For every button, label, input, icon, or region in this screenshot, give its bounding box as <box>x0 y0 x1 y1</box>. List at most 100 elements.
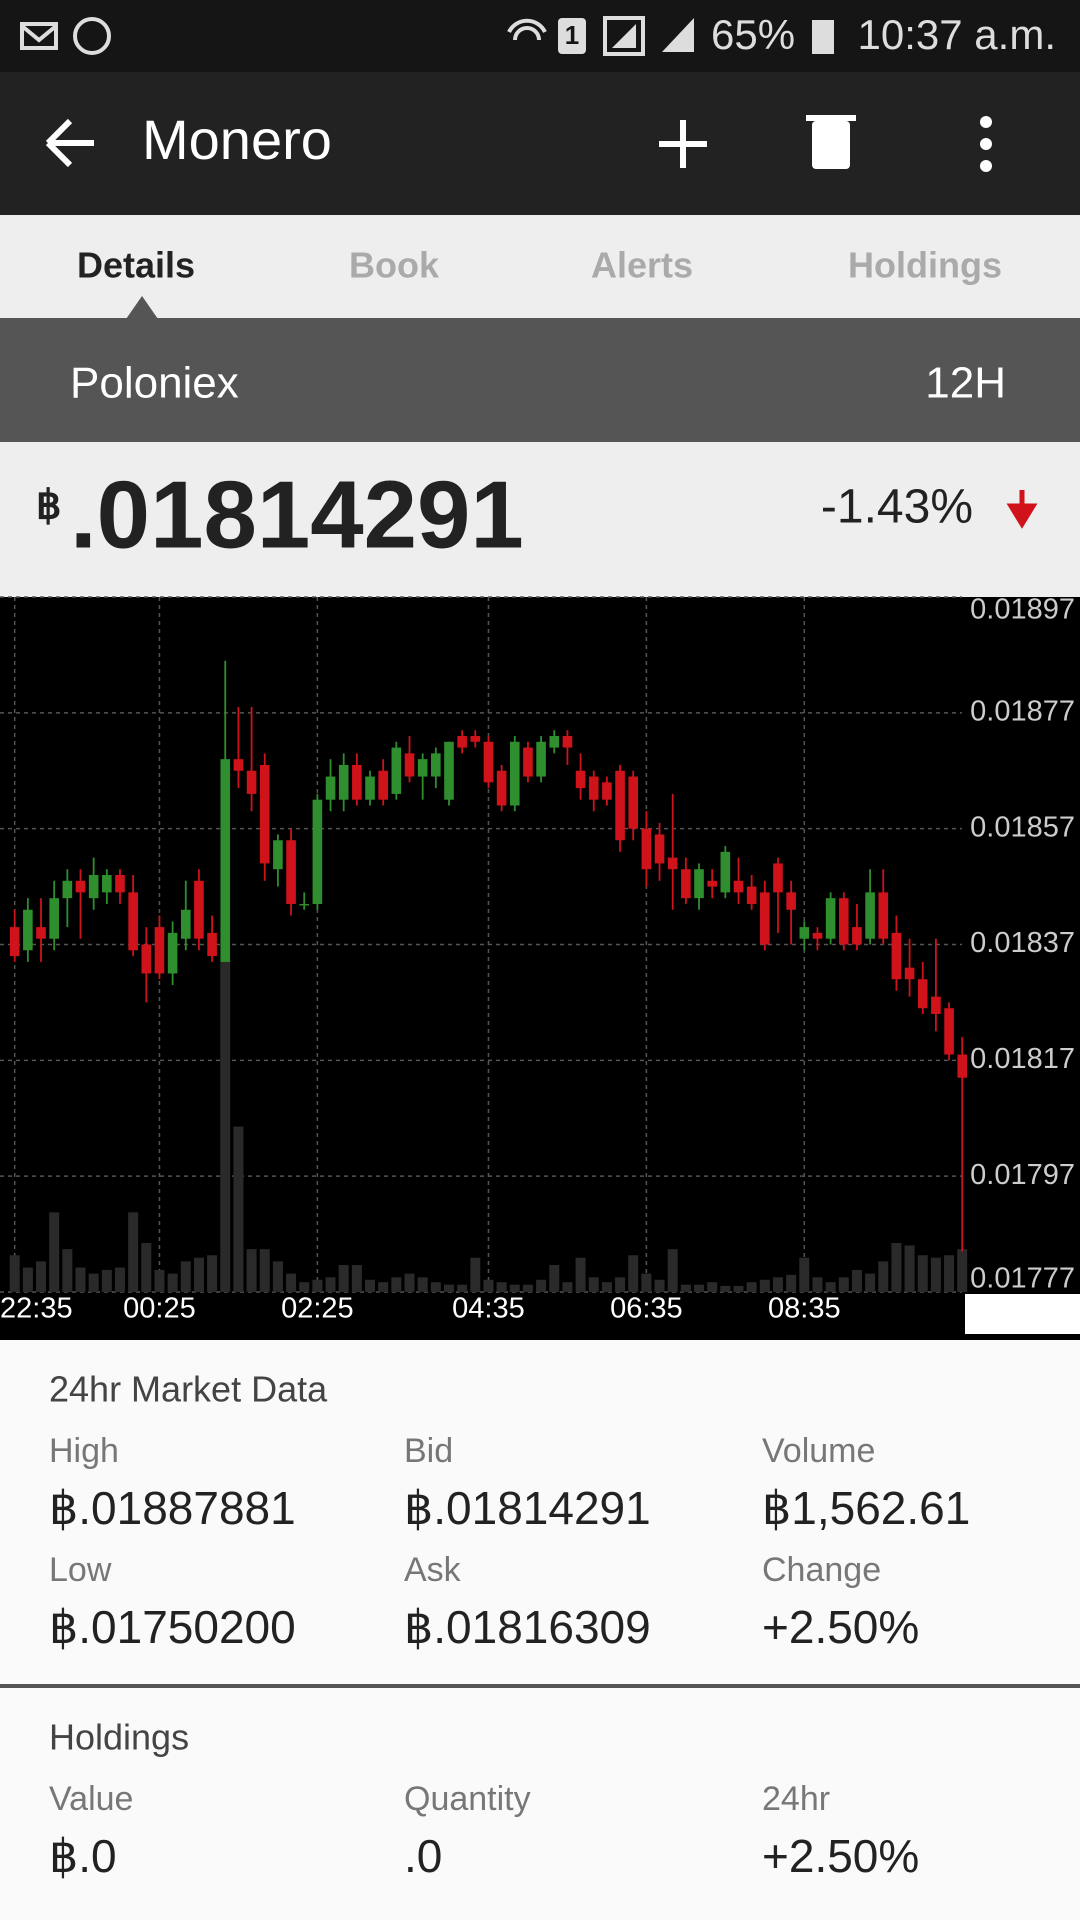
add-button[interactable] <box>659 120 707 168</box>
candle-body <box>904 967 915 980</box>
candle-body <box>49 898 59 939</box>
field-value: ฿.0 <box>49 1830 117 1882</box>
volume-bar <box>772 1277 783 1292</box>
exchange-name[interactable]: Poloniex <box>70 359 239 408</box>
mail-icon-flap <box>20 24 58 43</box>
volume-bar <box>759 1279 770 1292</box>
tab[interactable]: Book <box>349 245 440 286</box>
candle-body <box>286 840 296 904</box>
market-title: 24hr Market Data <box>49 1369 328 1410</box>
volume-bar <box>615 1277 626 1292</box>
holdings-title: Holdings <box>49 1717 189 1758</box>
candle-body <box>562 736 573 748</box>
volume-bar <box>575 1257 586 1292</box>
y-tick-label: 0.01857 <box>970 811 1075 843</box>
candle-body <box>575 770 586 789</box>
back-button[interactable] <box>45 118 94 168</box>
volume-bar <box>88 1273 99 1292</box>
volume-bar <box>944 1255 955 1292</box>
candle-body <box>273 840 283 870</box>
candle-body <box>404 753 415 777</box>
volume-bar <box>220 961 231 1292</box>
volume-bar <box>36 1261 47 1292</box>
field-value: +2.50% <box>762 1601 919 1653</box>
candle-body <box>23 909 33 951</box>
fields: High ฿.01887881 Bid ฿.01814291 Volume ฿1,562.… <box>49 1432 970 1882</box>
candle-body <box>299 903 310 906</box>
delete-button[interactable] <box>806 115 856 169</box>
field-label: Ask <box>404 1551 462 1589</box>
volume-bar <box>799 1257 810 1292</box>
candle-body <box>707 880 717 887</box>
volume-bar <box>733 1285 744 1292</box>
volume-bar <box>509 1284 520 1292</box>
candle-body <box>602 782 612 800</box>
candle-body <box>720 851 731 893</box>
y-tick-label: 0.01877 <box>970 695 1075 727</box>
volume-bar <box>101 1269 112 1292</box>
signal-bars <box>612 24 636 48</box>
tab-active[interactable]: Details <box>77 245 195 286</box>
volume-bar <box>562 1282 573 1292</box>
candle-body <box>233 759 244 771</box>
candle-body <box>88 875 99 899</box>
volume-bar <box>522 1284 533 1292</box>
tab[interactable]: Alerts <box>591 245 693 286</box>
volume-bar <box>233 1126 244 1292</box>
field-label: Value <box>49 1780 133 1818</box>
candle-body <box>931 996 941 1014</box>
volume-bar <box>286 1273 297 1292</box>
field-label: Bid <box>404 1432 453 1470</box>
volume-bar <box>707 1282 718 1292</box>
signal-icon <box>603 16 645 56</box>
sim-number: 1 <box>565 20 579 50</box>
candle-body <box>615 770 625 841</box>
price-bar <box>0 442 1080 597</box>
volume-bar <box>207 1255 218 1292</box>
volume-bar <box>891 1242 902 1292</box>
field-value: ฿.01814291 <box>404 1482 651 1534</box>
candle-body <box>641 828 652 870</box>
field-label: Quantity <box>404 1780 531 1818</box>
volume-bar <box>957 1249 968 1292</box>
candle-body <box>194 880 204 939</box>
volume-bar <box>746 1282 757 1292</box>
volume-bar <box>351 1265 362 1292</box>
volume-bar <box>470 1257 481 1292</box>
candle-body <box>115 875 125 893</box>
candle-body <box>786 892 796 910</box>
volume-bar <box>536 1279 547 1292</box>
volume-bar <box>9 1255 20 1292</box>
volume-bar <box>299 1282 310 1292</box>
candle-body <box>457 736 467 748</box>
candle-body <box>102 875 112 893</box>
volume-bar <box>851 1269 862 1292</box>
y-tick-label: 0.01777 <box>970 1263 1075 1295</box>
volume-bar <box>141 1242 152 1292</box>
candle-body <box>825 898 836 939</box>
volume-bar <box>49 1212 60 1292</box>
price-change: -1.43% <box>821 481 973 534</box>
volume-bar <box>720 1285 731 1292</box>
candle-body <box>470 736 481 742</box>
candle-body <box>75 880 86 893</box>
candle-body <box>378 770 388 800</box>
volume-bar <box>272 1261 283 1292</box>
x-tick-label: 00:25 <box>123 1293 196 1325</box>
candle-body <box>746 886 757 904</box>
candle-body <box>944 1008 954 1055</box>
candle-body <box>128 892 138 951</box>
card-divider <box>0 1684 1080 1688</box>
period[interactable]: 12H <box>925 359 1006 408</box>
volume-bar <box>417 1277 428 1292</box>
volume-bar <box>680 1284 691 1292</box>
candle-body <box>444 741 454 800</box>
candle-body <box>325 776 336 800</box>
candle-body <box>62 880 73 899</box>
menu-button[interactable] <box>980 116 992 172</box>
volume-bar <box>812 1277 823 1292</box>
volume-bar <box>443 1284 454 1292</box>
candle-body <box>733 880 744 893</box>
tab[interactable]: Holdings <box>848 245 1002 286</box>
candle-body <box>207 932 217 957</box>
